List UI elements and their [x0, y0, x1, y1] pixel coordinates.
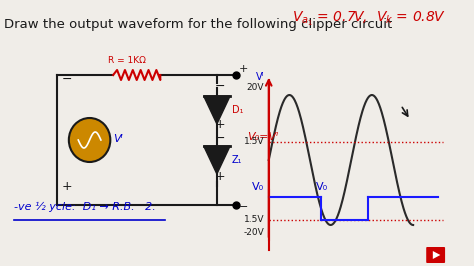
Text: −: − — [215, 80, 226, 93]
Polygon shape — [433, 251, 440, 259]
Text: −: − — [215, 132, 226, 145]
Text: −: − — [61, 73, 72, 86]
Text: V₀: V₀ — [252, 182, 264, 192]
Text: +: + — [215, 118, 226, 131]
Text: 1.5V: 1.5V — [244, 215, 264, 224]
Text: 20V: 20V — [246, 83, 264, 92]
FancyBboxPatch shape — [426, 247, 445, 263]
Text: +: + — [238, 64, 248, 74]
Text: Vᴵ: Vᴵ — [113, 134, 123, 144]
Text: -ve ½ ycle:  D₁ → R.B.   2.: -ve ½ ycle: D₁ → R.B. 2. — [14, 202, 156, 212]
Polygon shape — [204, 96, 230, 124]
Text: +: + — [215, 170, 226, 183]
Text: Vᴵ: Vᴵ — [255, 72, 264, 82]
Circle shape — [69, 118, 110, 162]
Polygon shape — [204, 146, 230, 174]
Text: D₁: D₁ — [232, 105, 244, 115]
Text: R = 1KΩ: R = 1KΩ — [109, 56, 146, 65]
Text: V₀: V₀ — [316, 182, 328, 192]
Text: Z₁: Z₁ — [232, 155, 243, 165]
Text: −: − — [238, 202, 248, 212]
Text: +: + — [61, 180, 72, 193]
Text: -20V: -20V — [243, 228, 264, 237]
Text: V₀=Vᴵ: V₀=Vᴵ — [247, 132, 278, 142]
Text: 1.5V: 1.5V — [244, 137, 264, 146]
Text: $V_{a_1}$ = 0.7V,  $V_k$ = 0.8V: $V_{a_1}$ = 0.7V, $V_k$ = 0.8V — [292, 10, 447, 28]
Text: Draw the output waveform for the following clipper circuit: Draw the output waveform for the followi… — [4, 18, 392, 31]
